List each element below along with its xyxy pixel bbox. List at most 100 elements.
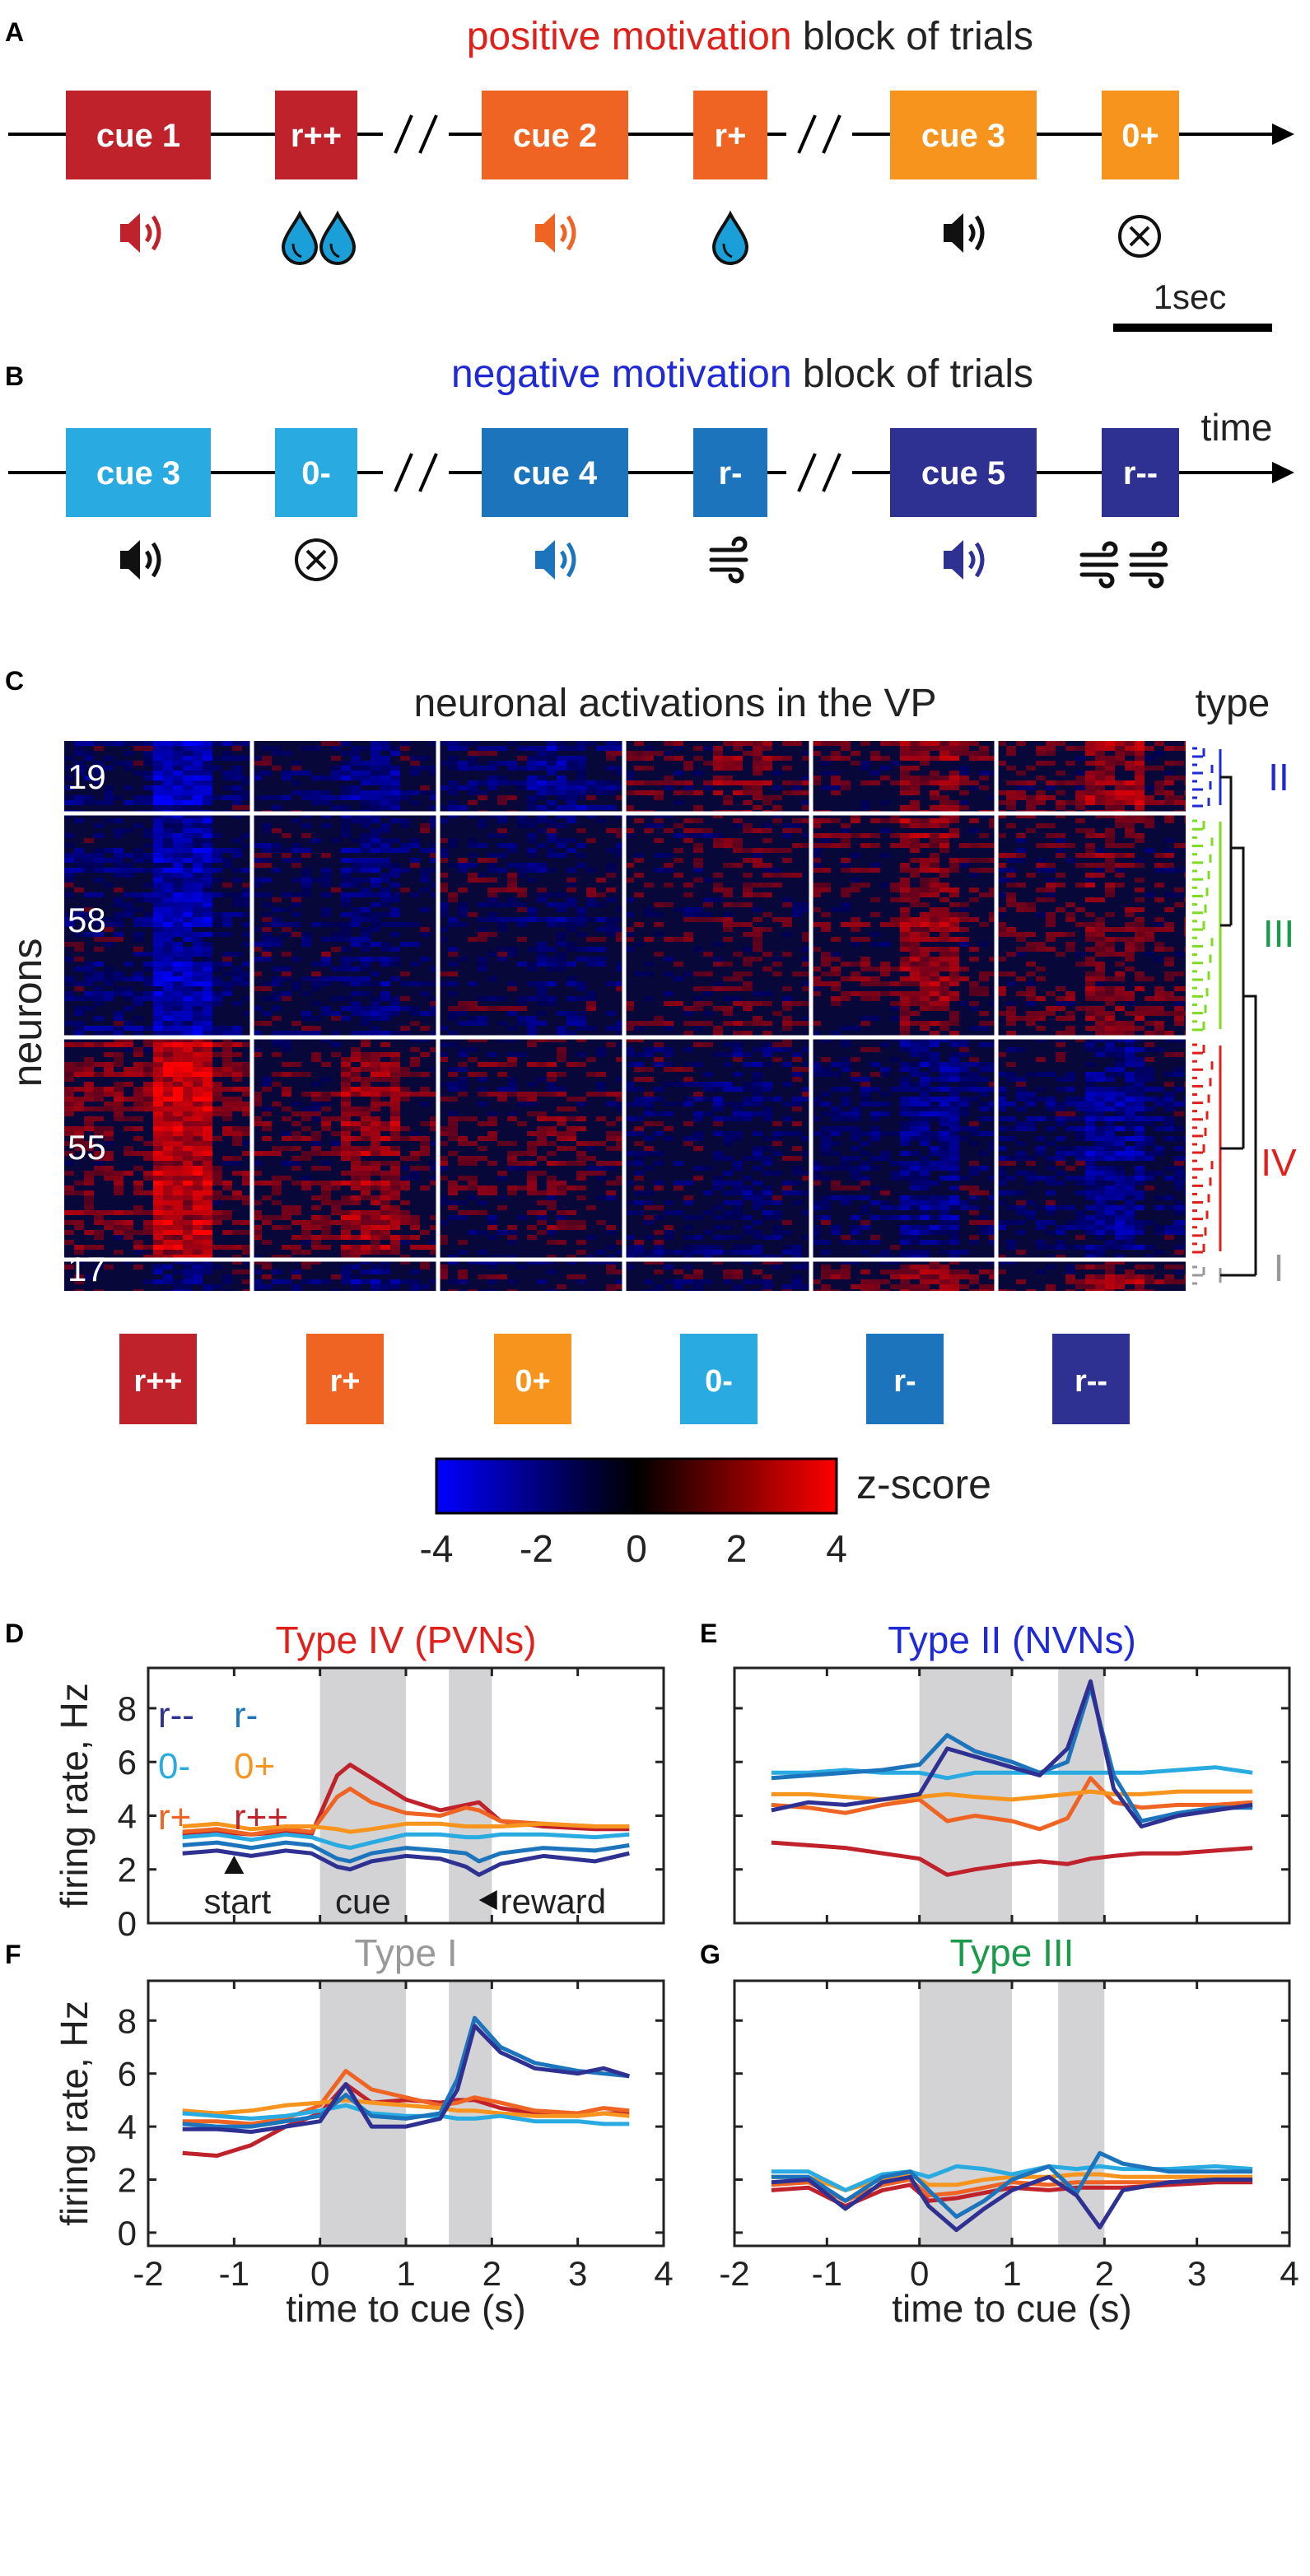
heatmap-cell: [203, 1067, 212, 1072]
heatmap-cell: [1095, 922, 1105, 927]
heatmap-cell: [547, 947, 557, 952]
heatmap-cell: [547, 1225, 557, 1230]
heatmap-cell: [606, 848, 616, 853]
heatmap-cell: [1184, 805, 1186, 810]
heatmap-cell: [193, 1087, 203, 1092]
heatmap-cell: [576, 741, 586, 746]
heatmap-cell: [361, 1136, 371, 1141]
heatmap-cell: [410, 1062, 420, 1067]
heatmap-cell: [586, 1057, 596, 1062]
heatmap-cell: [478, 902, 487, 907]
heatmap-cell: [1095, 1026, 1105, 1031]
heatmap-cell: [272, 805, 282, 810]
heatmap-cell: [537, 818, 547, 823]
heatmap-cell: [674, 800, 683, 805]
heatmap-cell: [1075, 746, 1085, 751]
heatmap-cell: [996, 868, 1006, 873]
heatmap-cell: [321, 790, 331, 795]
heatmap-cell: [802, 751, 811, 756]
heatmap-cell: [351, 868, 361, 873]
heatmap-cell: [163, 996, 173, 1001]
heatmap-cell: [183, 1106, 193, 1111]
heatmap-cell: [272, 1186, 282, 1190]
heatmap-cell: [802, 1097, 811, 1102]
heatmap-cell: [487, 833, 497, 838]
heatmap-cell: [1164, 947, 1174, 952]
heatmap-cell: [193, 937, 203, 942]
heatmap-cell: [821, 868, 831, 873]
heatmap-cell: [163, 1067, 173, 1072]
heatmap-cell: [703, 1021, 713, 1026]
heatmap-cell: [458, 1087, 468, 1092]
heatmap-cell: [1075, 1006, 1085, 1011]
heatmap-cell: [64, 917, 74, 922]
heatmap-cell: [1105, 771, 1115, 776]
heatmap-cell: [252, 863, 262, 868]
heatmap-cell: [361, 818, 371, 823]
heatmap-cell: [380, 887, 390, 892]
heatmap-cell: [723, 1062, 733, 1067]
heatmap-cell: [782, 1026, 792, 1031]
heatmap-cell: [74, 1006, 84, 1011]
time-arrowhead: [1272, 462, 1294, 483]
heatmap-cell: [930, 805, 939, 810]
heatmap-cell: [851, 761, 860, 766]
heatmap-cell: [301, 1176, 311, 1181]
heatmap-cell: [851, 868, 860, 873]
heatmap-cell: [94, 780, 104, 785]
heatmap-cell: [566, 800, 576, 805]
heatmap-cell: [321, 1151, 331, 1156]
heatmap-cell: [644, 1220, 654, 1225]
heatmap-cell: [1095, 848, 1105, 853]
heatmap-cell: [84, 1072, 94, 1077]
heatmap-cell: [163, 873, 173, 878]
heatmap-cell: [576, 1250, 586, 1255]
heatmap-cell: [400, 1181, 410, 1186]
heatmap-cell: [930, 756, 939, 761]
heatmap-cell: [203, 1205, 212, 1210]
heatmap-cell: [930, 878, 939, 883]
heatmap-cell: [792, 828, 802, 833]
heatmap-cell: [517, 1102, 527, 1106]
heatmap-cell: [497, 1006, 507, 1011]
heatmap-cell: [996, 922, 1006, 927]
heatmap-cell: [596, 1092, 606, 1097]
heatmap-cell: [430, 1031, 438, 1036]
heatmap-cell: [361, 1195, 371, 1200]
heatmap-cell: [851, 991, 860, 996]
heatmap-cell: [1085, 751, 1095, 756]
heatmap-cell: [478, 1156, 487, 1161]
heatmap-cell: [311, 1026, 321, 1031]
heatmap-cell: [487, 976, 497, 981]
heatmap-cell: [64, 878, 74, 883]
heatmap-cell: [143, 785, 153, 790]
heatmap-cell: [753, 883, 762, 887]
heatmap-cell: [557, 1181, 566, 1186]
heatmap-cell: [272, 1181, 282, 1186]
heatmap-cell: [900, 947, 910, 952]
heatmap-cell: [311, 1106, 321, 1111]
heatmap-cell: [782, 1116, 792, 1121]
heatmap-cell: [624, 1161, 634, 1166]
heatmap-cell: [497, 947, 507, 952]
heatmap-cell: [448, 1190, 458, 1195]
heatmap-cell: [380, 962, 390, 967]
heatmap-cell: [173, 1031, 183, 1036]
heatmap-cell: [163, 1011, 173, 1016]
heatmap-cell: [410, 962, 420, 967]
heatmap-cell: [183, 776, 193, 780]
heatmap-cell: [173, 897, 183, 902]
heatmap-cell: [262, 761, 272, 766]
heatmap-cell: [969, 858, 979, 863]
heatmap-cell: [1006, 766, 1016, 771]
heatmap-cell: [733, 1111, 743, 1116]
heatmap-cell: [183, 1092, 193, 1097]
heatmap-cell: [910, 868, 920, 873]
heatmap-cell: [173, 756, 183, 761]
heatmap-cell: [242, 912, 252, 917]
heatmap-cell: [420, 848, 430, 853]
heatmap-cell: [380, 1087, 390, 1092]
heatmap-cell: [212, 1106, 222, 1111]
heatmap-cell: [930, 795, 939, 800]
heatmap-cell: [693, 771, 703, 776]
